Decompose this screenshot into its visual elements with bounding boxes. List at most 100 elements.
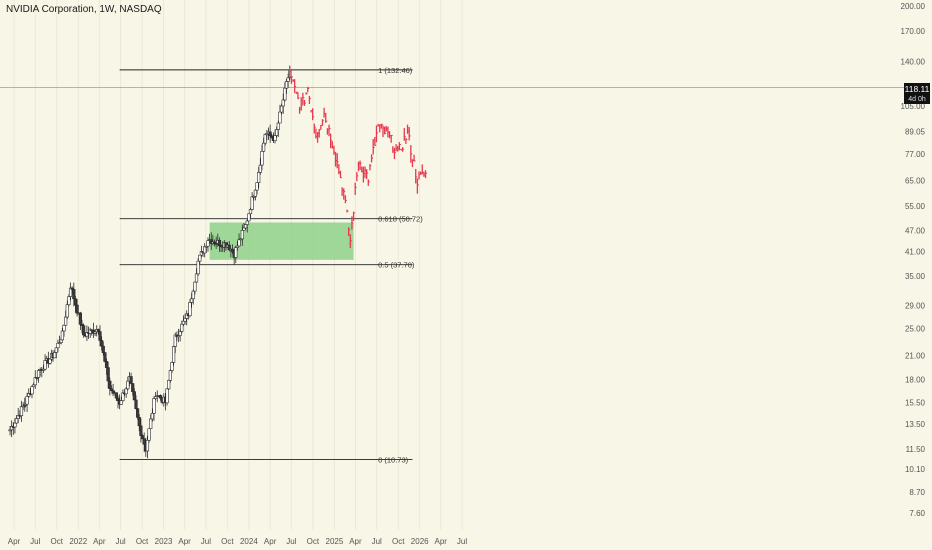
time-axis[interactable]: Apr Jul Oct 2022 Apr Jul Oct 2023 Apr Jul Oct 2024 A… bbox=[8, 537, 468, 546]
candle-body bbox=[59, 339, 63, 343]
candle-body bbox=[119, 400, 123, 405]
y-tick-label: 11.50 bbox=[906, 445, 926, 454]
y-tick-label: 35.00 bbox=[905, 272, 926, 281]
candle-body bbox=[167, 380, 171, 390]
candle-body bbox=[43, 360, 47, 370]
y-tick-label: 21.00 bbox=[905, 351, 926, 360]
candle-body bbox=[60, 330, 64, 341]
candle-body bbox=[193, 281, 197, 292]
x-tick-label: 2023 bbox=[155, 537, 173, 546]
fib-level-label: 0 (10.73) bbox=[378, 456, 409, 465]
candle-body bbox=[250, 196, 254, 210]
candle-body bbox=[132, 391, 136, 401]
price-badge: 118.11 4d 0h bbox=[904, 83, 930, 104]
candle-body bbox=[261, 142, 266, 152]
candle-body bbox=[168, 370, 172, 381]
candle-body bbox=[98, 331, 102, 341]
candle-body bbox=[129, 376, 133, 384]
candle-body bbox=[279, 105, 284, 113]
candle-body bbox=[140, 435, 145, 440]
candle-body bbox=[126, 380, 130, 390]
candle-body bbox=[116, 397, 120, 401]
x-tick-label: Apr bbox=[349, 537, 362, 546]
candle-body bbox=[62, 324, 66, 332]
candle-body bbox=[64, 316, 68, 326]
price-badge-box bbox=[904, 83, 930, 104]
y-tick-label: 200.00 bbox=[901, 2, 926, 11]
x-tick-label: Apr bbox=[8, 537, 21, 546]
fib-level-label: 0.618 (50.72) bbox=[378, 215, 423, 224]
candle-body bbox=[103, 352, 107, 362]
y-tick-label: 55.00 bbox=[905, 202, 926, 211]
y-tick-label: 41.00 bbox=[905, 248, 926, 257]
x-tick-label: 2024 bbox=[240, 537, 258, 546]
y-tick-label: 25.00 bbox=[905, 324, 926, 333]
y-tick-label: 15.50 bbox=[905, 399, 926, 408]
candle-body bbox=[142, 438, 146, 445]
candle-body bbox=[114, 392, 118, 399]
candle-body bbox=[283, 87, 287, 101]
y-tick-label: 29.00 bbox=[905, 301, 926, 310]
candle-body bbox=[14, 418, 19, 424]
candle-body bbox=[67, 296, 71, 306]
candle-body bbox=[206, 240, 210, 247]
candle-body bbox=[180, 323, 184, 332]
x-tick-label: 2022 bbox=[69, 537, 87, 546]
fib-level-label: 1 (132.46) bbox=[378, 66, 413, 75]
candle-body bbox=[281, 99, 285, 107]
candle-body bbox=[273, 135, 277, 142]
price-badge-time: 4d 0h bbox=[908, 96, 926, 103]
candle-body bbox=[165, 388, 169, 404]
x-tick-label: Jul bbox=[372, 537, 382, 546]
candle-body bbox=[106, 367, 110, 382]
candle-body bbox=[198, 254, 202, 262]
x-tick-label: Jul bbox=[115, 537, 125, 546]
candle-body bbox=[284, 81, 289, 89]
price-axis[interactable]: 200.00 170.00 140.00 105.00 89.05 77.00 65.00 5… bbox=[901, 2, 926, 518]
y-tick-label: 105.00 bbox=[901, 102, 926, 111]
y-tick-label: 18.00 bbox=[905, 375, 926, 384]
candle-body bbox=[54, 347, 58, 353]
candle-body bbox=[13, 422, 17, 428]
candle-body bbox=[137, 417, 141, 427]
y-tick-label: 77.00 bbox=[905, 150, 926, 159]
candle-body bbox=[191, 290, 195, 300]
candle-body bbox=[235, 245, 240, 248]
candle-body bbox=[36, 370, 41, 378]
candle-body bbox=[260, 150, 264, 166]
candle-body bbox=[248, 209, 253, 215]
candle-body bbox=[101, 345, 105, 353]
candle-body bbox=[19, 406, 24, 416]
candle-body bbox=[178, 331, 182, 336]
candle-body bbox=[263, 133, 267, 144]
candle-body bbox=[96, 329, 100, 332]
candle-body bbox=[53, 352, 57, 359]
candle-body bbox=[268, 131, 272, 137]
y-tick-label: 8.70 bbox=[909, 488, 925, 497]
candle-body bbox=[108, 380, 112, 389]
x-tick-label: 2025 bbox=[326, 537, 344, 546]
y-tick-label: 13.50 bbox=[905, 420, 926, 429]
candle-body bbox=[82, 325, 86, 336]
candle-body bbox=[65, 304, 69, 318]
x-tick-label: Oct bbox=[221, 537, 234, 546]
x-tick-label: Oct bbox=[136, 537, 149, 546]
candle-body bbox=[139, 425, 143, 436]
candle-body bbox=[243, 224, 248, 229]
candle-body bbox=[258, 164, 262, 173]
candle-body bbox=[152, 398, 156, 414]
x-tick-label: 2026 bbox=[411, 537, 429, 546]
candle-body bbox=[145, 439, 150, 452]
x-tick-label: Apr bbox=[178, 537, 191, 546]
y-tick-label: 10.10 bbox=[905, 465, 926, 474]
candle-body bbox=[104, 361, 109, 368]
candle-body bbox=[73, 298, 78, 306]
candle-body bbox=[253, 189, 258, 197]
candle-body bbox=[72, 289, 76, 300]
candle-body bbox=[100, 340, 104, 347]
candle-body bbox=[170, 362, 174, 371]
y-tick-label: 140.00 bbox=[901, 57, 926, 66]
candle-body bbox=[278, 111, 282, 124]
